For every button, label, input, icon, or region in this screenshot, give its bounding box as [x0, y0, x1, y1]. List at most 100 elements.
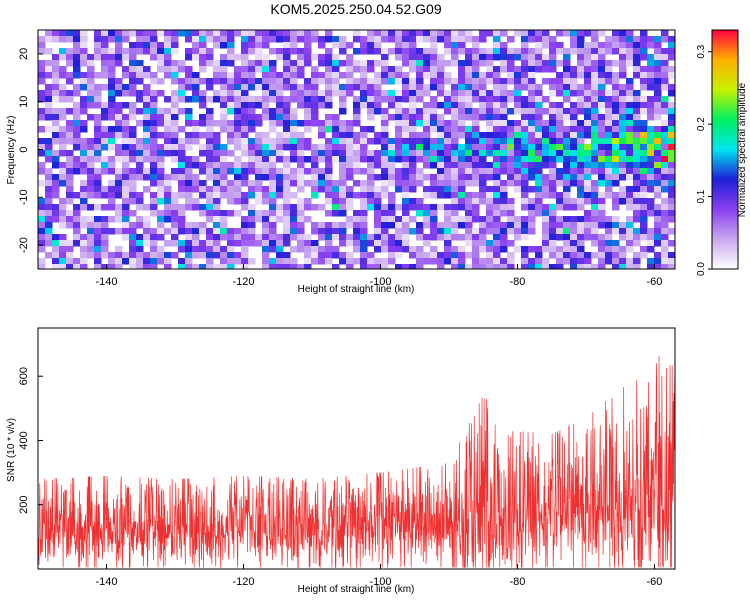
- spectrogram-cell: [409, 186, 417, 193]
- spectrogram-cell: [59, 54, 67, 61]
- spectrogram-cell: [374, 246, 382, 253]
- spectrogram-cell: [409, 60, 417, 67]
- spectrogram-cell: [486, 150, 494, 157]
- spectrogram-cell: [262, 198, 270, 205]
- spectrogram-cell: [353, 36, 361, 43]
- spectrogram-cell: [619, 66, 627, 73]
- spectrogram-cell: [178, 96, 186, 103]
- spectrogram-cell: [388, 234, 396, 241]
- spectrogram-cell: [549, 264, 557, 269]
- spectrogram-cell: [171, 168, 179, 175]
- spectrogram-cell: [248, 138, 256, 145]
- spectrogram-cell: [339, 36, 347, 43]
- spectrogram-cell: [206, 132, 214, 139]
- spectrogram-cell: [626, 78, 634, 85]
- spectrogram-cell: [290, 90, 298, 97]
- spectrogram-cell: [178, 144, 186, 151]
- spectrogram-cell: [66, 246, 74, 253]
- spectrogram-cell: [199, 150, 207, 157]
- spectrogram-cell: [514, 174, 522, 181]
- spectrogram-cell: [94, 234, 102, 241]
- spectrogram-cell: [416, 150, 424, 157]
- spectrogram-cell: [290, 228, 298, 235]
- spectrogram-cell: [472, 192, 480, 199]
- spectrogram-cell: [318, 96, 326, 103]
- spectrogram-cell: [598, 246, 606, 253]
- spectrogram-cell: [45, 210, 53, 217]
- spectrogram-cell: [353, 84, 361, 91]
- spectrogram-cell: [507, 216, 515, 223]
- spectrogram-cell: [493, 102, 501, 109]
- spectrogram-cell: [101, 102, 109, 109]
- spectrogram-cell: [171, 138, 179, 145]
- spectrogram-cell: [220, 222, 228, 229]
- spectrogram-cell: [262, 264, 270, 269]
- spectrogram-cell: [605, 96, 613, 103]
- spectrogram-cell: [339, 240, 347, 247]
- spectrogram-cell: [339, 210, 347, 217]
- spectrogram-cell: [325, 120, 333, 127]
- spectrogram-cell: [654, 66, 662, 73]
- spectrogram-cell: [234, 180, 242, 187]
- spectrogram-cell: [346, 162, 354, 169]
- spectrogram-cell: [521, 198, 529, 205]
- spectrogram-cell: [297, 264, 305, 269]
- spectrogram-cell: [668, 132, 675, 139]
- spectrogram-cell: [115, 126, 123, 133]
- spectrogram-cell: [80, 96, 88, 103]
- spectrogram-cell: [633, 162, 641, 169]
- spectrogram-cell: [374, 102, 382, 109]
- spectrogram-cell: [647, 54, 655, 61]
- spectrogram-cell: [661, 84, 669, 91]
- spectrogram-cell: [437, 78, 445, 85]
- spectrogram-cell: [262, 168, 270, 175]
- spectrogram-cell: [290, 36, 298, 43]
- spectrogram-cell: [514, 180, 522, 187]
- spectrogram-cell: [661, 210, 669, 217]
- spectrogram-cell: [164, 96, 172, 103]
- spectrogram-cell: [507, 240, 515, 247]
- spectrogram-cell: [654, 108, 662, 115]
- spectrogram-cell: [402, 132, 410, 139]
- spectrogram-cell: [346, 78, 354, 85]
- spectrogram-cell: [66, 48, 74, 55]
- spectrogram-cell: [213, 132, 221, 139]
- spectrogram-cell: [38, 162, 46, 169]
- spectrogram-cell: [346, 264, 354, 269]
- spectrogram-cell: [591, 192, 599, 199]
- spectrogram-cell: [395, 204, 403, 211]
- spectrogram-cell: [640, 66, 648, 73]
- spectrogram-cell: [605, 78, 613, 85]
- spectrogram-cell: [493, 66, 501, 73]
- spectrogram-cell: [213, 36, 221, 43]
- spectrogram-cell: [297, 138, 305, 145]
- spectrogram-cell: [640, 156, 648, 163]
- spectrogram-cell: [598, 210, 606, 217]
- spectrogram-cell: [570, 216, 578, 223]
- spectrogram-cell: [374, 258, 382, 265]
- spectrogram-cell: [395, 150, 403, 157]
- spectrogram-cell: [626, 96, 634, 103]
- spectrogram-cell: [227, 210, 235, 217]
- spectrogram-cell: [220, 42, 228, 49]
- spectrogram-cell: [45, 60, 53, 67]
- spectrogram-cell: [283, 222, 291, 229]
- spectrogram-cell: [164, 114, 172, 121]
- x-tick-label: -120: [232, 276, 254, 288]
- spectrogram-cell: [115, 48, 123, 55]
- spectrogram-cell: [136, 72, 144, 79]
- spectrogram-cell: [66, 108, 74, 115]
- spectrogram-cell: [591, 216, 599, 223]
- spectrogram-cell: [514, 234, 522, 241]
- spectrogram-cell: [129, 168, 137, 175]
- spectrogram-cell: [262, 162, 270, 169]
- spectrogram-cell: [612, 150, 620, 157]
- spectrogram-cell: [374, 90, 382, 97]
- spectrogram-cell: [318, 246, 326, 253]
- spectrogram-cell: [493, 36, 501, 43]
- spectrogram-cell: [38, 66, 46, 73]
- spectrogram-cell: [500, 54, 508, 61]
- spectrogram-cell: [122, 192, 130, 199]
- spectrogram-cell: [570, 156, 578, 163]
- spectrogram-cell: [234, 198, 242, 205]
